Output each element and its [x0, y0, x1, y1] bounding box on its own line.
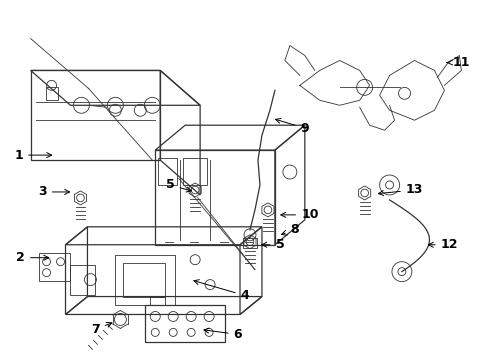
- Text: 5: 5: [261, 238, 284, 251]
- Text: 13: 13: [378, 184, 422, 197]
- Text: 10: 10: [280, 208, 318, 221]
- Text: 8: 8: [281, 223, 299, 236]
- Text: 1: 1: [14, 149, 52, 162]
- Text: 5: 5: [165, 179, 191, 192]
- Text: 6: 6: [203, 328, 242, 341]
- Text: 4: 4: [193, 280, 249, 302]
- Text: 9: 9: [275, 118, 308, 135]
- Text: 11: 11: [446, 56, 469, 69]
- Text: 7: 7: [91, 323, 112, 336]
- Text: 2: 2: [16, 251, 49, 264]
- Text: 12: 12: [427, 238, 457, 251]
- Text: 3: 3: [38, 185, 69, 198]
